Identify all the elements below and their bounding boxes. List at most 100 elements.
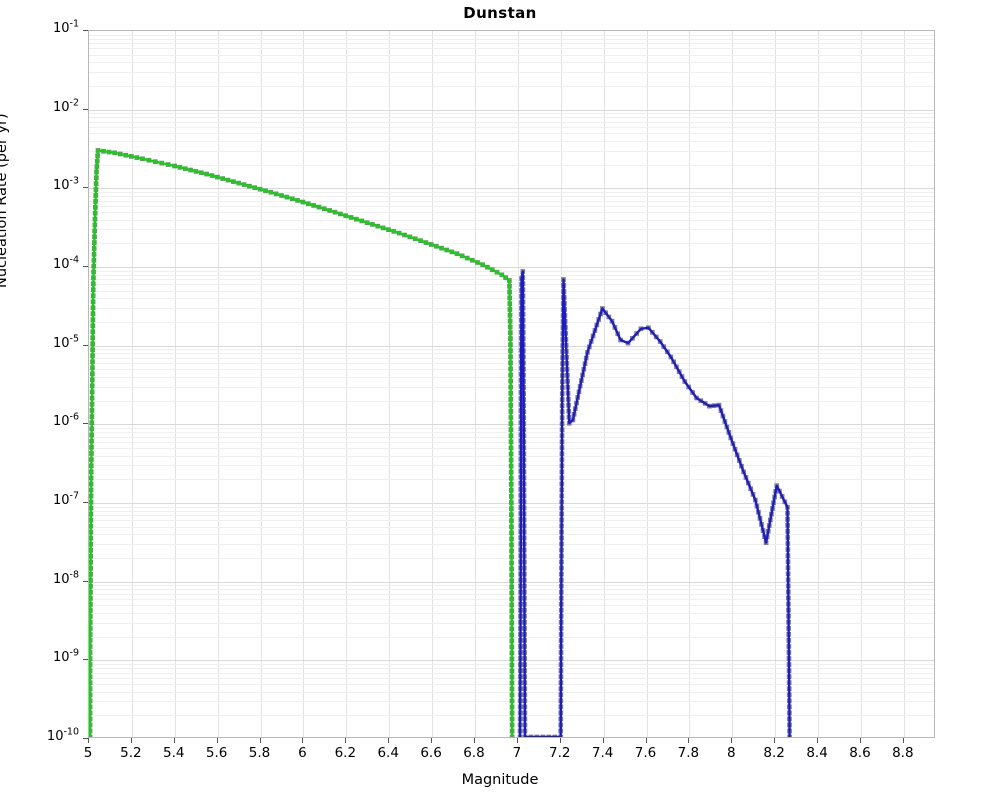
x-tick-mark <box>130 738 132 743</box>
y-tick-mark <box>83 423 88 425</box>
x-tick-mark <box>559 738 561 743</box>
y-tick-label: 10-4 <box>52 254 79 272</box>
x-tick-mark <box>259 738 261 743</box>
gridline-y-minor <box>89 34 934 36</box>
y-tick-label: 10-6 <box>52 412 79 430</box>
gridline-y-minor <box>89 270 934 272</box>
y-tick-label: 10-2 <box>52 97 79 115</box>
gridline-y-minor <box>89 54 934 56</box>
x-tick-label: 7.2 <box>548 745 571 761</box>
x-tick-label: 5.6 <box>205 745 228 761</box>
gridline-y-minor <box>89 191 934 193</box>
x-tick-mark <box>774 738 776 743</box>
gridline-y-minor <box>89 117 934 119</box>
gridline-x <box>646 31 648 737</box>
gridline-y-minor <box>89 150 934 152</box>
x-tick-label: 5.2 <box>120 745 142 761</box>
x-tick-mark <box>859 738 861 743</box>
y-tick-mark <box>83 344 88 346</box>
x-tick-label: 6.6 <box>420 745 442 761</box>
series-markers <box>89 148 515 737</box>
data-series-layer <box>89 148 792 737</box>
gridline-y-minor <box>89 72 934 74</box>
gridline-y-major <box>89 188 934 190</box>
gridline-y-minor <box>89 200 934 202</box>
gridline-x <box>346 31 348 737</box>
y-tick-mark <box>83 502 88 503</box>
x-tick-mark <box>645 738 647 743</box>
series-markers <box>517 269 792 737</box>
page-title: Dunstan <box>463 4 537 22</box>
x-tick-mark <box>345 738 347 743</box>
gridline-y-minor <box>89 127 934 129</box>
y-tick-label: 10-5 <box>52 333 79 351</box>
gridline-x <box>260 31 262 737</box>
gridline-y-minor <box>89 133 934 135</box>
gridline-y-minor <box>89 113 934 115</box>
y-tick-label: 10-9 <box>52 648 79 666</box>
gridline-y-minor <box>89 205 934 207</box>
x-tick-label: 6.8 <box>463 745 485 761</box>
gridline-y-major <box>89 267 934 268</box>
gridline-y-minor <box>89 219 934 221</box>
y-tick-label: 10-8 <box>52 569 79 587</box>
x-tick-mark <box>817 738 819 743</box>
y-axis-title: Nucleation Rate (per yr) <box>0 113 10 288</box>
gridline-x <box>603 31 605 737</box>
x-tick-label: 8.2 <box>763 745 785 761</box>
gridline-y-minor <box>89 38 934 40</box>
plot-area <box>88 30 935 738</box>
gridline-y-major <box>89 109 934 111</box>
gridline-y-minor <box>89 229 934 231</box>
y-tick-mark <box>83 738 88 739</box>
gridline-y-minor <box>89 274 934 276</box>
x-tick-label: 7 <box>512 745 522 761</box>
x-tick-mark <box>731 738 733 743</box>
gridline-y-minor <box>89 164 934 166</box>
x-tick-label: 8.4 <box>806 745 828 761</box>
gridline-y-minor <box>89 121 934 123</box>
y-tick-mark <box>83 187 88 189</box>
gridline-y-minor <box>89 140 934 142</box>
gridline-x <box>174 31 176 737</box>
y-tick-mark <box>83 30 88 31</box>
gridline-y-minor <box>89 195 934 197</box>
x-tick-label: 7.6 <box>634 745 657 761</box>
x-tick-label: 8 <box>726 745 736 761</box>
gridline-y-minor <box>89 212 934 213</box>
gridline-x <box>474 31 476 737</box>
gridline-y-minor <box>89 62 934 64</box>
x-tick-mark <box>302 738 304 743</box>
x-tick-label: 5.4 <box>163 745 185 761</box>
gridline-x <box>432 31 434 737</box>
y-tick-label: 10-1 <box>52 18 79 36</box>
x-tick-mark <box>602 738 604 743</box>
x-tick-label: 7.8 <box>677 745 700 761</box>
gridline-x <box>689 31 691 737</box>
x-tick-mark <box>688 738 690 743</box>
y-tick-label: 10-3 <box>52 176 79 194</box>
gridline-y-minor <box>89 48 934 50</box>
x-tick-mark <box>431 738 433 743</box>
y-tick-mark <box>83 580 88 582</box>
x-tick-label: 7.4 <box>591 745 614 761</box>
x-tick-mark <box>173 738 175 743</box>
gridline-x <box>517 31 519 737</box>
x-tick-label: 5 <box>83 745 93 761</box>
x-axis-title: Magnitude <box>461 772 539 788</box>
series-green-branch <box>89 148 515 737</box>
gridline-x <box>389 31 391 737</box>
x-tick-label: 6 <box>298 745 307 761</box>
x-tick-label: 8.8 <box>892 745 914 761</box>
gridline-x <box>303 31 305 737</box>
gridline-x <box>131 31 133 737</box>
y-tick-mark <box>83 659 88 661</box>
gridline-x <box>903 31 905 737</box>
x-tick-mark <box>516 738 518 743</box>
gridline-y-minor <box>89 243 934 245</box>
series-line <box>89 149 514 737</box>
y-tick-mark <box>83 108 88 110</box>
series-blue-branch <box>517 269 792 737</box>
series-line <box>518 270 791 737</box>
x-tick-label: 6.2 <box>334 745 357 761</box>
